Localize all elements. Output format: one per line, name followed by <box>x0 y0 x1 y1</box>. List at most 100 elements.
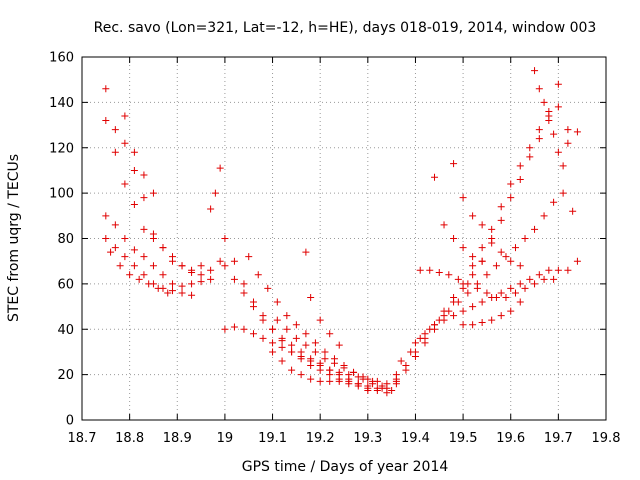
data-point <box>273 316 281 324</box>
data-point <box>302 248 310 256</box>
data-point <box>478 318 486 326</box>
data-point <box>488 235 496 242</box>
series-arc-17 <box>397 189 577 365</box>
series-arc-13 <box>273 316 386 390</box>
data-point <box>121 139 129 147</box>
data-point <box>469 321 477 329</box>
data-point <box>297 371 305 379</box>
data-point <box>207 266 215 274</box>
data-point <box>554 148 562 156</box>
data-point <box>540 275 548 283</box>
data-point <box>545 266 553 274</box>
data-point <box>459 244 467 252</box>
data-point <box>545 112 553 120</box>
data-point <box>450 235 458 242</box>
data-point <box>411 339 419 347</box>
data-point <box>302 341 310 349</box>
data-point <box>492 293 500 301</box>
series-arc-8 <box>221 235 400 392</box>
data-point <box>230 323 238 331</box>
data-point <box>497 216 505 224</box>
data-point <box>245 253 253 261</box>
data-point <box>531 280 539 288</box>
data-point <box>397 357 405 365</box>
data-point <box>326 366 334 374</box>
series-arc-10 <box>221 323 400 388</box>
series-arc-4 <box>102 235 196 299</box>
data-point <box>135 275 143 283</box>
data-point <box>469 271 477 279</box>
data-point <box>478 221 486 229</box>
data-point <box>569 207 577 215</box>
x-tick-label: 19.7 <box>544 431 573 446</box>
data-point <box>159 271 167 279</box>
data-point <box>149 189 157 197</box>
data-point <box>573 128 581 136</box>
data-point <box>169 280 177 288</box>
data-point <box>178 289 186 297</box>
data-point <box>140 225 148 233</box>
data-point <box>283 312 291 320</box>
data-point <box>302 330 310 338</box>
data-point <box>316 377 324 385</box>
data-point <box>516 176 524 184</box>
data-point <box>321 348 329 356</box>
data-point <box>516 162 524 170</box>
data-point <box>378 382 386 390</box>
data-point <box>535 85 543 93</box>
data-point <box>488 225 496 233</box>
data-point <box>102 85 110 93</box>
data-point <box>388 387 396 395</box>
data-point <box>516 262 524 270</box>
x-tick-label: 19.8 <box>592 431 621 446</box>
data-point <box>526 153 534 161</box>
data-point <box>335 377 343 385</box>
data-point <box>297 352 305 360</box>
data-point <box>140 271 148 279</box>
data-point <box>269 348 277 356</box>
data-point <box>464 289 472 297</box>
data-point <box>573 257 581 265</box>
x-tick-label: 19.1 <box>258 431 287 446</box>
y-tick-label: 100 <box>49 187 74 202</box>
series-arc-23 <box>531 67 567 170</box>
x-tick-label: 19.2 <box>306 431 335 446</box>
data-point <box>359 373 367 381</box>
data-point <box>478 257 486 265</box>
y-tick-label: 120 <box>49 141 74 156</box>
data-point <box>531 67 539 75</box>
data-point <box>369 377 377 385</box>
data-point <box>240 280 248 288</box>
data-point <box>469 253 477 261</box>
x-tick-label: 19.4 <box>401 431 430 446</box>
data-point <box>431 173 439 181</box>
data-point <box>230 257 238 265</box>
x-tick-labels: 18.7 18.8 18.9 19 19.1 19.2 19.3 19.4 19.5 19.6 19… <box>68 431 621 446</box>
data-point <box>259 334 267 342</box>
data-point <box>169 257 177 265</box>
data-point <box>483 271 491 279</box>
data-point <box>335 368 343 376</box>
data-point <box>140 194 148 202</box>
data-point <box>307 357 315 365</box>
data-point <box>511 244 519 252</box>
data-point <box>221 235 229 242</box>
data-point <box>402 362 410 370</box>
data-point <box>207 275 215 283</box>
series-arc-12 <box>269 348 372 395</box>
data-point <box>149 262 157 270</box>
data-point <box>111 148 119 156</box>
data-point <box>492 262 500 270</box>
data-point <box>335 341 343 349</box>
y-axis-label: STEC from uqrg / TECUs <box>6 154 22 322</box>
data-point <box>102 235 110 242</box>
data-point <box>130 246 138 254</box>
chart-title: Rec. savo (Lon=321, Lat=-12, h=HE), days… <box>94 20 597 36</box>
x-tick-label: 18.8 <box>115 431 144 446</box>
series-arc-16 <box>392 80 572 379</box>
data-point <box>121 253 129 261</box>
data-point <box>497 248 505 256</box>
data-point <box>288 348 296 356</box>
data-point <box>259 316 267 324</box>
data-point <box>107 248 115 256</box>
